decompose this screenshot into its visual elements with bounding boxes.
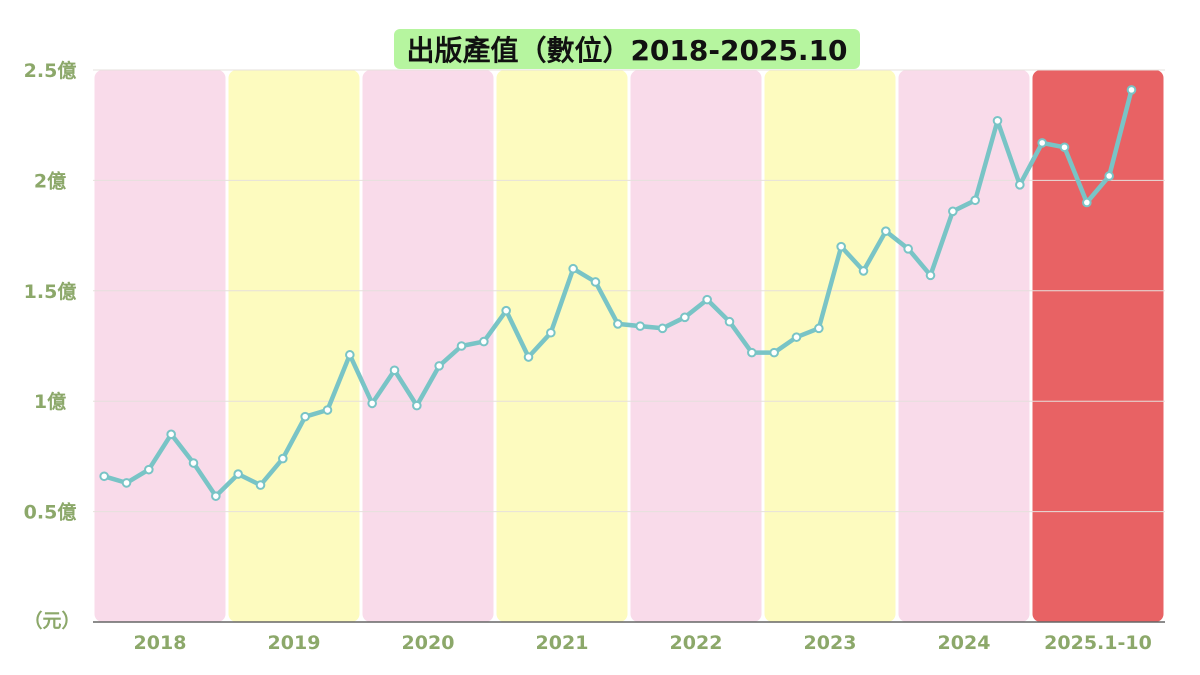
period-band-2021 <box>496 70 628 622</box>
data-point <box>724 316 735 327</box>
data-point <box>590 277 601 287</box>
x-tick-label: 2024 <box>938 632 991 654</box>
data-point <box>345 350 355 360</box>
y-axis-label: （元） <box>23 609 80 632</box>
x-tick-label: 2020 <box>402 632 455 654</box>
data-point <box>211 491 221 501</box>
data-point <box>925 270 936 281</box>
data-point <box>523 352 534 362</box>
data-point <box>121 478 132 488</box>
data-point <box>948 206 958 217</box>
period-bands <box>94 70 1164 622</box>
x-axis-ticks: 2018 2019 2020 2021 2022 2023 2024 2025.1-10 <box>134 632 1152 654</box>
series-line-group <box>99 85 1137 501</box>
data-point <box>412 400 422 411</box>
y-tick-label: 1億 <box>34 390 66 413</box>
data-point <box>903 244 913 254</box>
y-axis-ticks: 0.5億 1億 1.5億 2億 2.5億 <box>24 59 77 524</box>
data-point <box>456 341 467 351</box>
x-tick-label: 2025.1-10 <box>1044 632 1152 654</box>
y-tick-label: 1.5億 <box>24 280 77 303</box>
data-point <box>255 480 266 490</box>
data-point <box>814 323 824 334</box>
period-band-2020 <box>362 70 494 622</box>
data-point <box>970 195 980 206</box>
data-point <box>881 226 891 236</box>
data-point <box>188 458 199 468</box>
chart-title: 出版產值（數位）2018-2025.10 <box>406 34 847 67</box>
data-point <box>389 365 400 376</box>
period-band-2019 <box>228 70 360 622</box>
data-point <box>1059 142 1070 153</box>
x-tick-label: 2021 <box>536 632 589 654</box>
data-point <box>769 347 779 358</box>
data-point <box>367 398 377 409</box>
data-point <box>657 323 668 334</box>
data-point <box>635 321 645 331</box>
x-tick-label: 2019 <box>268 632 321 654</box>
y-tick-label: 2億 <box>34 169 66 192</box>
x-tick-label: 2018 <box>134 632 187 654</box>
data-point <box>836 241 846 252</box>
data-point <box>479 336 489 347</box>
data-point <box>791 332 802 342</box>
data-point <box>1126 85 1137 95</box>
y-tick-label: 0.5億 <box>24 501 77 524</box>
data-point <box>434 361 444 371</box>
data-point <box>278 453 288 464</box>
data-point <box>568 263 578 274</box>
data-point <box>233 469 243 479</box>
data-point <box>613 319 623 329</box>
period-band-2022 <box>630 70 762 622</box>
data-point <box>702 294 712 305</box>
data-point <box>1037 138 1047 148</box>
data-point <box>680 312 690 323</box>
data-point <box>501 305 511 316</box>
period-band-2024 <box>898 70 1030 622</box>
data-point <box>1015 180 1025 190</box>
y-tick-label: 2.5億 <box>24 59 77 82</box>
period-band-2018 <box>94 70 226 622</box>
data-point <box>546 327 556 338</box>
data-point <box>858 266 869 276</box>
gridlines <box>93 69 1165 513</box>
data-point <box>1104 171 1114 181</box>
x-tick-label: 2023 <box>804 632 857 654</box>
x-tick-label: 2022 <box>670 632 723 654</box>
data-point <box>322 405 333 415</box>
chart-title-background <box>394 29 860 69</box>
period-band-2025.1-10 <box>1032 70 1164 622</box>
data-point <box>144 464 154 475</box>
data-point <box>992 115 1003 126</box>
data-point <box>300 411 310 422</box>
data-point <box>166 429 176 440</box>
period-band-2023 <box>764 70 896 622</box>
data-point <box>1082 197 1092 208</box>
data-point <box>747 347 757 358</box>
data-point <box>99 471 109 482</box>
